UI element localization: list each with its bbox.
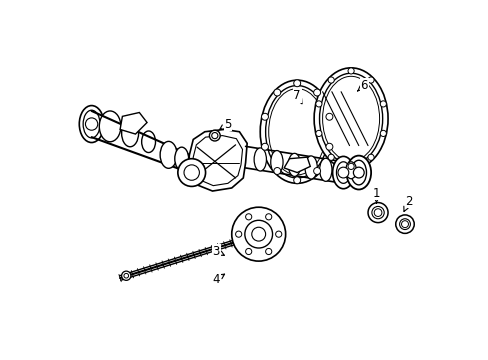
Circle shape <box>293 177 300 184</box>
Circle shape <box>337 167 348 178</box>
Polygon shape <box>187 130 246 191</box>
Ellipse shape <box>268 89 325 175</box>
Ellipse shape <box>395 215 413 233</box>
Circle shape <box>261 143 268 150</box>
Circle shape <box>273 89 280 96</box>
Circle shape <box>325 113 332 120</box>
Circle shape <box>347 163 353 170</box>
Circle shape <box>380 101 386 107</box>
Circle shape <box>122 271 131 280</box>
Circle shape <box>211 132 218 139</box>
Circle shape <box>327 154 334 160</box>
Circle shape <box>251 227 265 241</box>
Circle shape <box>327 77 334 83</box>
Circle shape <box>380 130 386 136</box>
Circle shape <box>353 167 364 178</box>
Text: 4: 4 <box>212 273 224 286</box>
Ellipse shape <box>313 68 387 170</box>
Ellipse shape <box>319 73 382 164</box>
Circle shape <box>373 209 381 216</box>
Circle shape <box>313 89 320 96</box>
Circle shape <box>245 214 251 220</box>
Ellipse shape <box>367 203 387 222</box>
Circle shape <box>265 248 271 255</box>
Text: 6: 6 <box>357 79 367 92</box>
Circle shape <box>235 231 241 237</box>
Circle shape <box>367 77 373 83</box>
Ellipse shape <box>122 120 138 147</box>
Polygon shape <box>284 157 310 172</box>
Text: 2: 2 <box>403 194 412 211</box>
Ellipse shape <box>371 206 384 219</box>
Circle shape <box>401 221 407 228</box>
Circle shape <box>123 274 128 278</box>
Ellipse shape <box>231 207 285 261</box>
Circle shape <box>244 220 272 248</box>
Circle shape <box>85 118 98 130</box>
Circle shape <box>275 231 281 237</box>
Circle shape <box>209 130 220 141</box>
Ellipse shape <box>83 110 100 138</box>
Text: 1: 1 <box>372 187 380 203</box>
Ellipse shape <box>319 158 331 181</box>
Ellipse shape <box>345 162 356 179</box>
Circle shape <box>261 113 268 120</box>
Circle shape <box>245 248 251 255</box>
Circle shape <box>178 159 205 186</box>
Ellipse shape <box>332 156 353 189</box>
Ellipse shape <box>260 80 333 183</box>
Text: 3: 3 <box>212 244 224 258</box>
Text: 7: 7 <box>293 89 302 104</box>
Ellipse shape <box>346 156 370 189</box>
Ellipse shape <box>336 162 349 183</box>
Circle shape <box>293 80 300 87</box>
Ellipse shape <box>322 76 379 161</box>
Ellipse shape <box>254 148 266 171</box>
Polygon shape <box>120 112 147 134</box>
Ellipse shape <box>350 160 366 185</box>
Ellipse shape <box>79 105 104 143</box>
Ellipse shape <box>265 86 328 178</box>
Ellipse shape <box>288 153 300 176</box>
Ellipse shape <box>174 147 188 170</box>
Circle shape <box>315 130 321 136</box>
Circle shape <box>313 167 320 175</box>
Ellipse shape <box>160 141 177 168</box>
Ellipse shape <box>270 150 283 174</box>
Circle shape <box>273 167 280 175</box>
Circle shape <box>347 68 353 74</box>
Ellipse shape <box>399 219 409 230</box>
Circle shape <box>367 154 373 160</box>
Circle shape <box>315 101 321 107</box>
Circle shape <box>325 143 332 150</box>
Ellipse shape <box>142 131 155 153</box>
Text: 5: 5 <box>219 118 231 131</box>
Ellipse shape <box>305 156 317 179</box>
Circle shape <box>265 214 271 220</box>
Circle shape <box>183 165 199 180</box>
Ellipse shape <box>99 111 121 142</box>
